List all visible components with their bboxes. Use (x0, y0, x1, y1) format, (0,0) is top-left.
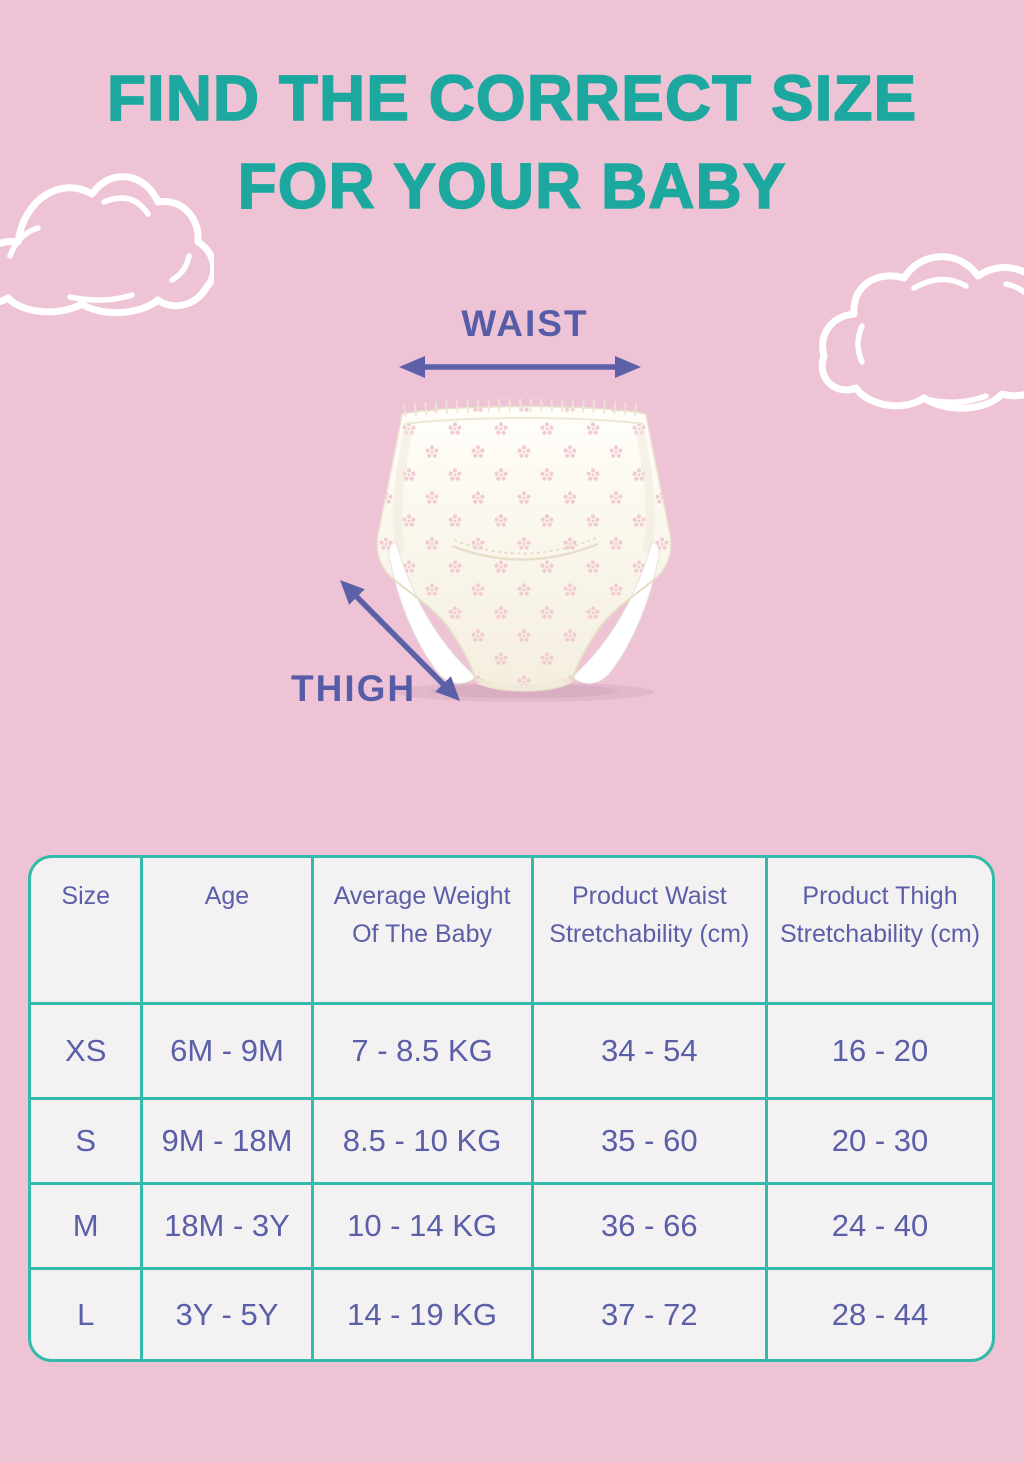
cell-l-thigh: 28 - 44 (831, 1296, 929, 1332)
cell-l-weight: 14 - 19 KG (314, 1270, 534, 1359)
cell-xs-age: 6M - 9M (143, 1005, 314, 1100)
thigh-label: THIGH (291, 668, 417, 709)
cell-xs-waist: 34 - 54 (533, 1005, 769, 1100)
cell-xs-size: XS (31, 1005, 144, 1100)
page-title-line1: FIND THE CORRECT SIZE (106, 61, 918, 135)
column-header-thigh-stretch: Product Thigh Stretchability (cm) (768, 858, 992, 1005)
column-header-waist-stretch-label: Product Waist Stretchability (cm) (549, 882, 750, 948)
cloud-right-icon (818, 253, 1024, 412)
column-header-thigh-stretch-label: Product Thigh Stretchability (cm) (780, 882, 981, 948)
column-header-age: Age (143, 858, 314, 1005)
page-title-line2: FOR YOUR BABY (237, 149, 787, 223)
cell-xs-thigh: 16 - 20 (768, 1005, 992, 1100)
cell-m-size: M (31, 1185, 144, 1270)
thigh-arrow-icon (340, 580, 460, 701)
cell-s-weight: 8.5 - 10 KG (313, 1100, 534, 1185)
column-header-age-label: Age (204, 882, 250, 910)
column-header-size-label: Size (61, 882, 111, 910)
column-header-waist-stretch: Product Waist Stretchability (cm) (533, 858, 769, 1005)
cell-xs-weight: 7 - 8.5 KG (313, 1005, 534, 1100)
waist-arrow-icon (399, 356, 641, 378)
cell-s-waist: 35 - 60 (533, 1100, 769, 1185)
cell-l-age: 3Y - 5Y (143, 1270, 314, 1359)
product-photo-training-pants (376, 398, 672, 702)
cell-m-weight: 10 - 14 KG (313, 1185, 534, 1270)
cell-l-waist: 37 - 72 (534, 1270, 769, 1359)
cell-l-size: L (31, 1270, 144, 1359)
waist-label: WAIST (461, 303, 589, 344)
cell-m-thigh: 24 - 40 (768, 1185, 992, 1270)
cell-s-thigh: 20 - 30 (768, 1100, 992, 1185)
size-chart-table: Size Age Average Weight Of The Baby Prod… (28, 855, 995, 1362)
cell-m-waist: 36 - 66 (533, 1185, 769, 1270)
page-title: FIND THE CORRECT SIZE FOR YOUR BABY (0, 54, 1024, 230)
column-header-size: Size (31, 858, 144, 1005)
column-header-weight: Average Weight Of The Baby (313, 858, 534, 1005)
cell-s-size: S (31, 1100, 144, 1185)
cell-s-age: 9M - 18M (143, 1100, 314, 1185)
column-header-weight-label: Average Weight Of The Baby (333, 882, 511, 948)
cell-m-age: 18M - 3Y (143, 1185, 314, 1270)
